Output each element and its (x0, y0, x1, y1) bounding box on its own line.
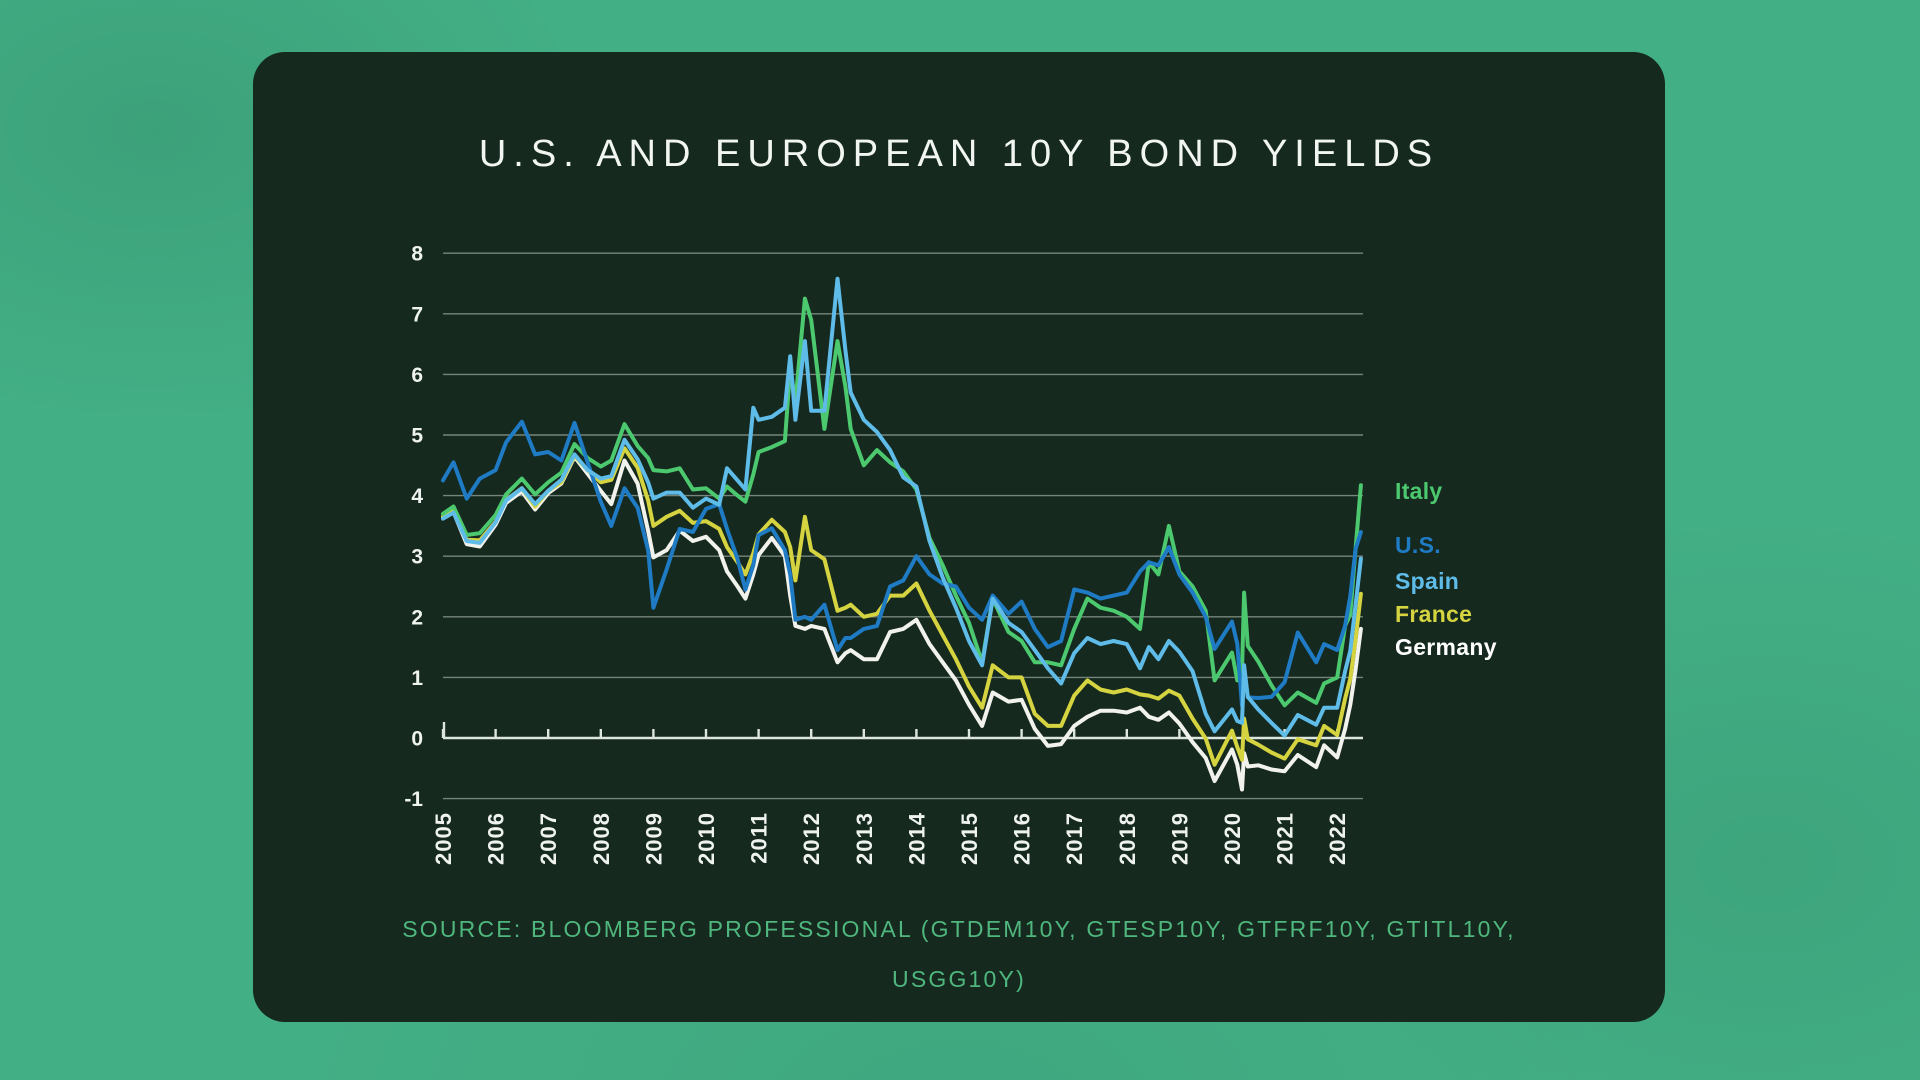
legend-item-us: U.S. (1395, 532, 1441, 558)
source-note-line1: SOURCE: BLOOMBERG PROFESSIONAL (GTDEM10Y… (402, 916, 1516, 942)
series-line-italy (441, 296, 1363, 708)
series-line-spain (441, 276, 1363, 738)
y-axis-tick-label-4: 4 (411, 485, 423, 508)
y-axis-tick-label-5: 5 (411, 425, 423, 448)
x-axis-tick-label-2008: 2008 (589, 812, 614, 865)
legend-item-spain: Spain (1395, 568, 1460, 594)
y-axis-tick-label-7: 7 (411, 303, 423, 326)
legend-item-germany: Germany (1395, 634, 1497, 660)
x-axis-tick-label-2022: 2022 (1325, 812, 1350, 865)
x-axis-tick-label-2017: 2017 (1062, 812, 1087, 865)
legend-item-france: France (1395, 601, 1473, 627)
x-axis-tick-label-2021: 2021 (1273, 812, 1298, 865)
x-axis-tick-label-2020: 2020 (1220, 812, 1245, 865)
x-axis-tick-label-2015: 2015 (957, 812, 982, 865)
source-note-line2: USGG10Y) (892, 966, 1026, 992)
x-axis-labels: 2005 2006 2007 2008 2009 2010 2011 2012 2013 2014… (431, 812, 1350, 865)
x-axis-tick-label-2014: 2014 (904, 812, 929, 865)
y-axis-tick-label--1: -1 (404, 788, 423, 811)
y-axis-tick-label-2: 2 (411, 606, 423, 629)
y-axis-tick-label-0: 0 (411, 728, 423, 751)
x-axis-tick-label-2006: 2006 (484, 812, 509, 865)
x-axis-tick-label-2007: 2007 (536, 812, 561, 865)
series-line-france (441, 446, 1363, 767)
x-axis-tick-label-2005: 2005 (431, 812, 456, 865)
x-axis-tick-label-2011: 2011 (747, 812, 772, 864)
y-axis-tick-label-8: 8 (411, 243, 423, 266)
x-axis-tick-label-2018: 2018 (1115, 812, 1140, 865)
series-lines (441, 276, 1363, 792)
grid-lines (441, 252, 1363, 800)
y-axis-tick-label-3: 3 (411, 546, 423, 569)
x-axis-tick-label-2009: 2009 (641, 812, 666, 865)
x-axis-tick-label-2010: 2010 (694, 812, 719, 865)
chart-card: U.S. AND EUROPEAN 10Y BOND YIELDS 8 7 6 5 4 3… (253, 52, 1665, 1022)
y-axis-tick-label-1: 1 (411, 667, 423, 690)
series-line-us (441, 419, 1363, 708)
x-axis-tick-label-2013: 2013 (852, 812, 877, 865)
chart-legend: Italy U.S. Spain France Germany (1395, 52, 1655, 1022)
x-axis-tick-label-2019: 2019 (1167, 812, 1192, 865)
chart-title: U.S. AND EUROPEAN 10Y BOND YIELDS (478, 133, 1440, 175)
x-axis-tick-label-2016: 2016 (1010, 812, 1035, 865)
y-axis-tick-label-6: 6 (411, 364, 423, 387)
legend-item-italy: Italy (1395, 478, 1443, 504)
x-axis-tick-label-2012: 2012 (799, 812, 824, 865)
series-line-germany (441, 454, 1363, 792)
source-note: SOURCE: BLOOMBERG PROFESSIONAL (GTDEM10Y… (253, 904, 1665, 1004)
y-axis-labels: 8 7 6 5 4 3 2 1 0 -1 (404, 243, 423, 811)
